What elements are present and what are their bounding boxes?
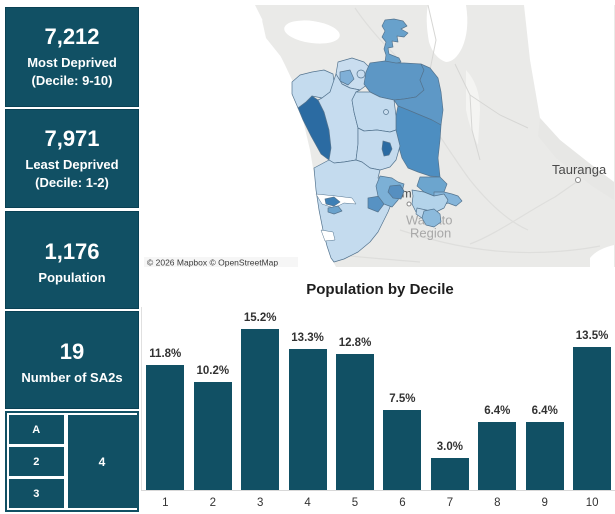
svg-text:© 2026 Mapbox © OpenStreetMap: © 2026 Mapbox © OpenStreetMap <box>147 258 278 268</box>
svg-text:Region: Region <box>410 226 451 241</box>
svg-text:Tauranga: Tauranga <box>552 162 607 177</box>
